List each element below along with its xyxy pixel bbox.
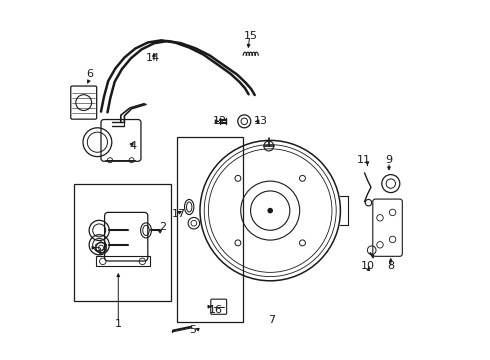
Text: 8: 8 (387, 261, 394, 271)
Circle shape (268, 208, 273, 213)
Text: 12: 12 (213, 116, 227, 126)
Text: 17: 17 (172, 209, 185, 219)
Text: 11: 11 (357, 155, 371, 165)
Text: 16: 16 (209, 305, 223, 315)
Text: 5: 5 (189, 325, 196, 336)
Text: 10: 10 (361, 261, 374, 271)
Text: 3: 3 (94, 247, 101, 257)
Text: 1: 1 (115, 319, 122, 329)
Text: 9: 9 (386, 155, 392, 165)
Bar (96, 256, 149, 266)
Text: 15: 15 (244, 31, 257, 41)
Bar (176, 137, 243, 322)
Text: 6: 6 (86, 69, 93, 79)
Text: 7: 7 (269, 315, 275, 325)
Text: 4: 4 (130, 141, 137, 151)
Text: 14: 14 (146, 53, 160, 63)
Bar (74, 184, 171, 301)
Text: 2: 2 (159, 222, 166, 232)
Text: 13: 13 (254, 116, 268, 126)
